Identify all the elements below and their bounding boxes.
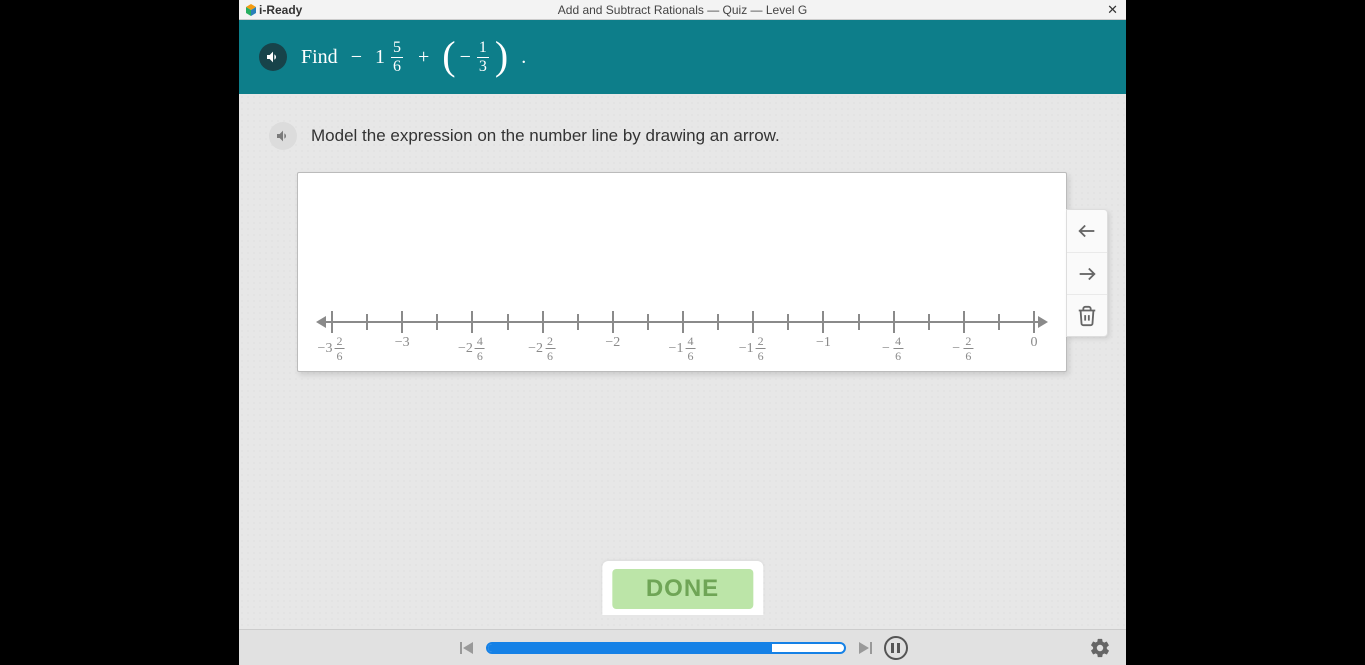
tick <box>717 314 719 330</box>
tick <box>858 314 860 330</box>
tick-label: 0 <box>1031 335 1038 351</box>
lparen: ( <box>442 32 455 79</box>
pause-button[interactable] <box>884 636 908 660</box>
footer <box>239 629 1126 665</box>
tick <box>471 311 473 333</box>
term1-sign: − <box>351 46 362 69</box>
numberline[interactable]: −326 −3 −246 −226 −2 −146 −126 −1 − 46 − 26 0 <box>318 313 1046 363</box>
term1-whole: 1 <box>375 46 385 69</box>
tick <box>893 311 895 333</box>
progress-fill <box>488 644 773 652</box>
tick-label: −246 <box>458 335 487 362</box>
progress-bar <box>486 642 846 654</box>
tick-label: −146 <box>669 335 698 362</box>
tick <box>1033 311 1035 333</box>
term2-sign: − <box>460 46 471 69</box>
logo-text: i-Ready <box>259 3 302 17</box>
speaker-icon <box>265 49 281 65</box>
speaker-icon <box>275 128 291 144</box>
logo: i-Ready <box>239 3 302 17</box>
app-window: i-Ready Add and Subtract Rationals — Qui… <box>239 0 1126 665</box>
footer-controls <box>458 636 908 660</box>
tick-label: − 26 <box>952 335 975 362</box>
tick <box>682 311 684 333</box>
rparen: ) <box>495 32 508 79</box>
operator: + <box>418 46 429 69</box>
term1-fraction: 5 6 <box>391 40 403 75</box>
trash-tool[interactable] <box>1067 294 1107 336</box>
tick <box>928 314 930 330</box>
tick <box>787 314 789 330</box>
tick <box>507 314 509 330</box>
instruction-text: Model the expression on the number line … <box>311 126 780 146</box>
tick-label: −226 <box>528 335 557 362</box>
logo-icon <box>245 4 257 16</box>
audio-button-header[interactable] <box>259 43 287 71</box>
instruction-row: Model the expression on the number line … <box>269 122 1096 150</box>
expr-prefix: Find <box>301 46 338 69</box>
trash-icon <box>1076 305 1098 327</box>
tick <box>612 311 614 333</box>
question-expression: Find − 1 5 6 + ( − 1 3 ) . <box>301 34 526 81</box>
expr-period: . <box>521 46 526 69</box>
term2-fraction: 1 3 <box>477 40 489 75</box>
tick-label: −1 <box>816 335 831 351</box>
done-container: DONE <box>602 561 763 615</box>
tick <box>436 314 438 330</box>
tick-label: −326 <box>318 335 347 362</box>
tick <box>331 311 333 333</box>
axis-arrow-left <box>316 316 326 328</box>
tick <box>822 311 824 333</box>
pause-icon <box>891 643 900 653</box>
question-header: Find − 1 5 6 + ( − 1 3 ) . <box>239 20 1126 94</box>
tick <box>577 314 579 330</box>
gear-icon <box>1089 637 1111 659</box>
tick-label: −126 <box>739 335 768 362</box>
arrow-left-icon <box>1076 220 1098 242</box>
page-title: Add and Subtract Rationals — Quiz — Leve… <box>239 3 1126 17</box>
close-button[interactable]: ✕ <box>1107 2 1118 18</box>
arrow-right-icon <box>1076 263 1098 285</box>
skip-forward-icon <box>857 640 873 656</box>
tick-label: − 46 <box>882 335 905 362</box>
question-body: Model the expression on the number line … <box>239 94 1126 629</box>
numberline-panel[interactable]: −326 −3 −246 −226 −2 −146 −126 −1 − 46 − 26 0 <box>297 172 1067 372</box>
prev-button[interactable] <box>458 639 476 657</box>
tick <box>752 311 754 333</box>
done-button[interactable]: DONE <box>612 569 753 609</box>
settings-button[interactable] <box>1088 636 1112 660</box>
audio-button-instruction[interactable] <box>269 122 297 150</box>
titlebar: i-Ready Add and Subtract Rationals — Qui… <box>239 0 1126 20</box>
tick-label: −2 <box>605 335 620 351</box>
arrow-left-tool[interactable] <box>1067 210 1107 252</box>
tool-strip <box>1066 209 1108 337</box>
tick <box>963 311 965 333</box>
next-button[interactable] <box>856 639 874 657</box>
tick <box>401 311 403 333</box>
tick <box>647 314 649 330</box>
axis-arrow-right <box>1038 316 1048 328</box>
skip-back-icon <box>459 640 475 656</box>
tick <box>366 314 368 330</box>
tick <box>998 314 1000 330</box>
tick <box>542 311 544 333</box>
arrow-right-tool[interactable] <box>1067 252 1107 294</box>
tick-label: −3 <box>395 335 410 351</box>
